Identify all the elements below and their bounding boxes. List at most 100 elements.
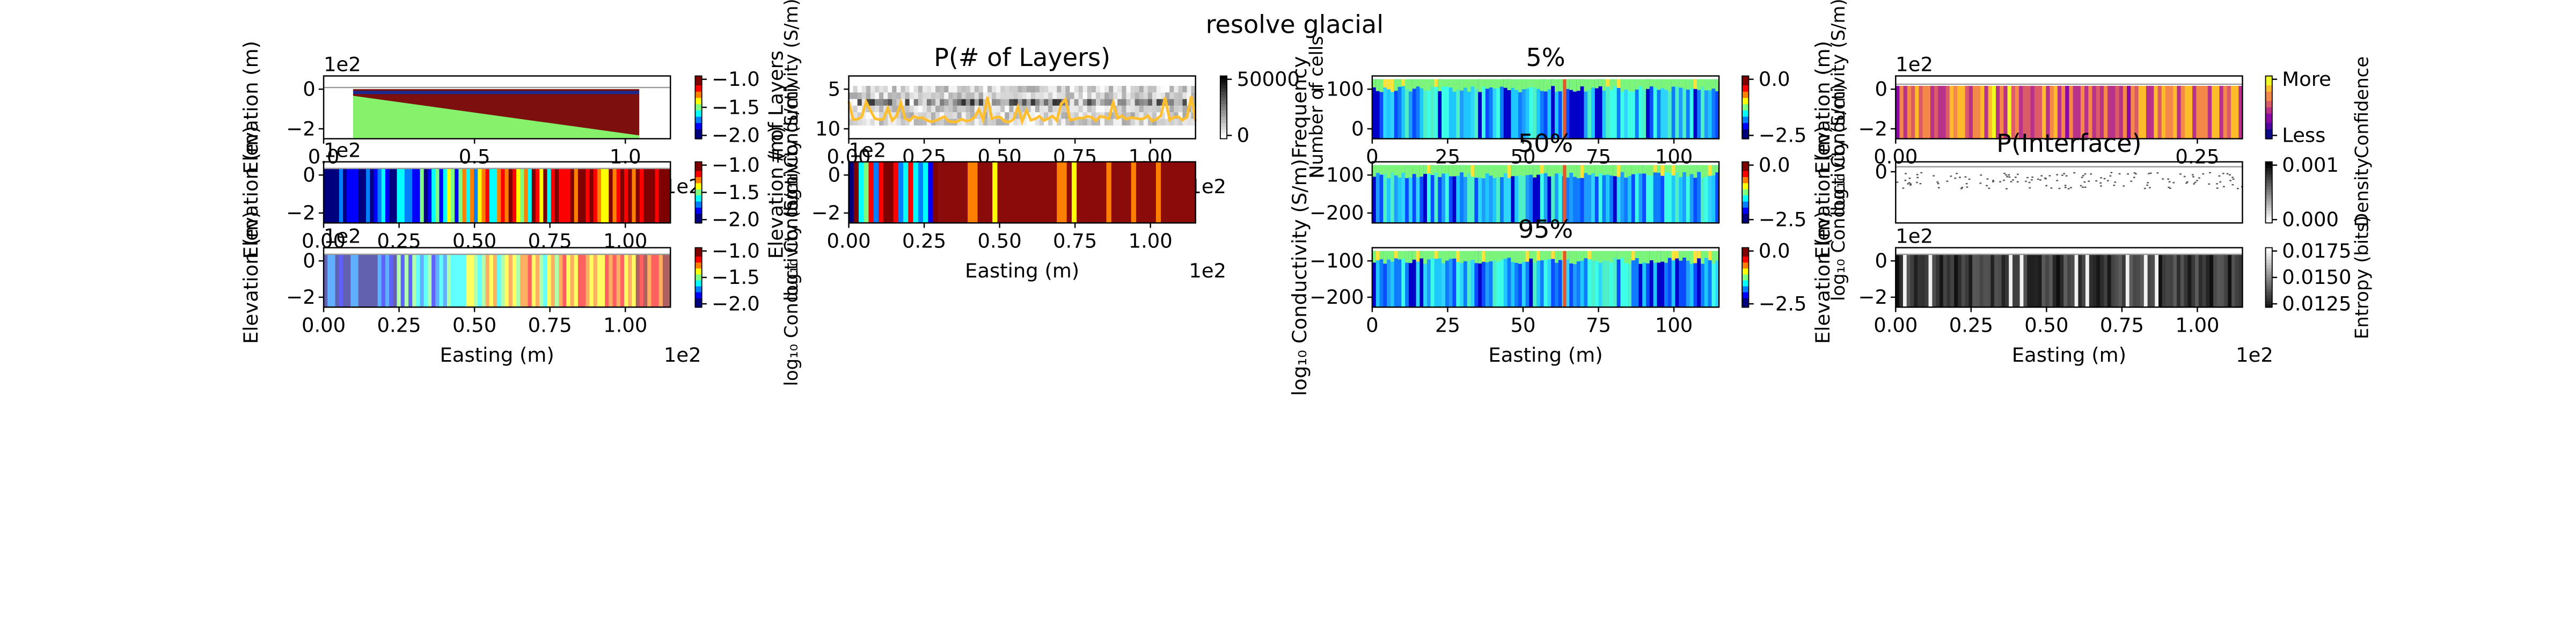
interface-density-mark <box>2169 181 2171 182</box>
nlayers-density-cell <box>862 92 867 99</box>
p50-top-band <box>1547 165 1552 177</box>
best-column <box>493 169 497 223</box>
interface-density-mark <box>2216 187 2219 188</box>
p5-top-band <box>1380 79 1384 92</box>
entropy-column <box>2107 254 2112 307</box>
p50-top-band <box>1664 165 1668 172</box>
interface-density-mark <box>2065 187 2067 188</box>
p5-top-band <box>1467 79 1472 92</box>
entropy-xtick-label: 0.25 <box>1949 313 1993 336</box>
interface-density-mark <box>2196 180 2198 181</box>
interface-density-mark <box>2144 188 2146 189</box>
best-column <box>412 169 416 223</box>
p5-top-band <box>1635 79 1640 90</box>
p95-top-band <box>1413 251 1417 260</box>
p95-top-band <box>1650 251 1654 260</box>
p50-colorbar-tick-label: −2.5 <box>1759 208 1807 231</box>
p5-colorbar-tick-label: −2.5 <box>1759 124 1807 147</box>
doi-column <box>978 162 983 223</box>
p95-top-band <box>1584 251 1588 258</box>
p5-top-band <box>1500 79 1504 87</box>
nlayers-density-cell <box>948 86 953 92</box>
entropy-column <box>1911 254 1915 307</box>
p50-top-band <box>1701 165 1705 178</box>
entropy-xlabel: Easting (m) <box>2012 343 2126 367</box>
interface-density-mark <box>2232 184 2234 185</box>
nlayers-density-cell <box>923 92 927 99</box>
p95-top-band <box>1544 251 1548 260</box>
p50-column <box>1675 165 1679 223</box>
nlayers-density-cell <box>1040 86 1044 92</box>
doi-column <box>983 162 988 223</box>
model-colorbar-tick-label: −1.5 <box>712 96 760 119</box>
best-column <box>620 169 625 223</box>
nlayers-density-cell <box>1174 99 1179 106</box>
nlayers-density-cell <box>914 106 919 112</box>
p5-top-band <box>1631 79 1636 92</box>
p50-top-band <box>1431 165 1435 175</box>
p50-top-band <box>1660 165 1665 176</box>
p50-top-band <box>1471 165 1475 177</box>
interface-density-mark <box>2037 179 2039 180</box>
nlayers-density-cell <box>948 92 953 99</box>
p50-top-band <box>1423 165 1428 174</box>
nlayers-density-cell <box>866 86 871 92</box>
nlayers-density-cell <box>1000 99 1005 106</box>
nlayers-density-cell <box>892 86 897 92</box>
p5-top-band <box>1419 79 1424 89</box>
p5-top-band <box>1587 79 1592 90</box>
interface-density-mark <box>1988 188 1990 189</box>
interface-density-mark <box>1937 183 1940 184</box>
doi-column <box>1081 162 1087 223</box>
nlayers-density-cell <box>914 86 919 92</box>
entropy-column <box>2045 254 2050 307</box>
interface-density-mark <box>1992 181 1994 182</box>
doi-column <box>903 162 909 223</box>
nlayers-density-cell <box>927 106 932 112</box>
confidence-column <box>1938 86 1942 138</box>
p95-top-band <box>1679 251 1683 261</box>
p50-top-band <box>1657 165 1661 173</box>
interface-density-mark <box>2031 179 2033 180</box>
nlayers-density-cell <box>1104 86 1109 92</box>
p50-column <box>1504 165 1508 223</box>
interface-density-mark <box>1938 187 1940 188</box>
model-ytick-label: −2 <box>286 117 315 140</box>
doi-xlabel: Easting (m) <box>965 259 1079 282</box>
entropy-column <box>1899 254 1904 307</box>
p50-top-band <box>1492 165 1497 178</box>
nlayers-density-cell <box>918 106 923 112</box>
confidence-colorbar-tick-label: More <box>2282 68 2331 91</box>
p50-column <box>1668 165 1672 223</box>
p95-top-band <box>1441 251 1446 264</box>
entropy-column <box>1936 254 1940 307</box>
interface-density-mark <box>2088 180 2090 181</box>
best-column <box>401 169 405 223</box>
p5-top-band <box>1599 79 1603 86</box>
interface-density-mark <box>2045 178 2047 179</box>
interface-density-mark <box>2184 176 2186 177</box>
nlayers-density-cell <box>1117 106 1122 112</box>
nlayers-density-cell <box>1165 86 1170 92</box>
nlayers-density-cell <box>923 86 927 92</box>
p95-top-band <box>1672 251 1676 260</box>
p5-top-band <box>1565 79 1570 89</box>
p50-column <box>1391 165 1395 223</box>
p50-column <box>1460 165 1464 223</box>
entropy-column <box>2078 254 2082 307</box>
p95-top-band <box>1701 251 1705 264</box>
confidence-column <box>2227 86 2231 138</box>
mean-xlabel: Easting (m) <box>440 343 554 367</box>
p50-top-band <box>1697 165 1701 172</box>
nlayers-density-cell <box>849 92 854 99</box>
best-column <box>358 169 363 223</box>
nlayers-density-cell <box>862 86 867 92</box>
interface-density-mark <box>2031 177 2033 178</box>
confidence-column <box>2215 86 2220 138</box>
p95-top-band <box>1401 251 1406 259</box>
confidence-column <box>1904 86 1908 138</box>
nlayers-density-cell <box>1057 86 1062 92</box>
entropy-column <box>1958 254 1962 307</box>
nlayers-density-cell <box>1131 106 1136 112</box>
nlayers-density-cell <box>957 106 962 112</box>
